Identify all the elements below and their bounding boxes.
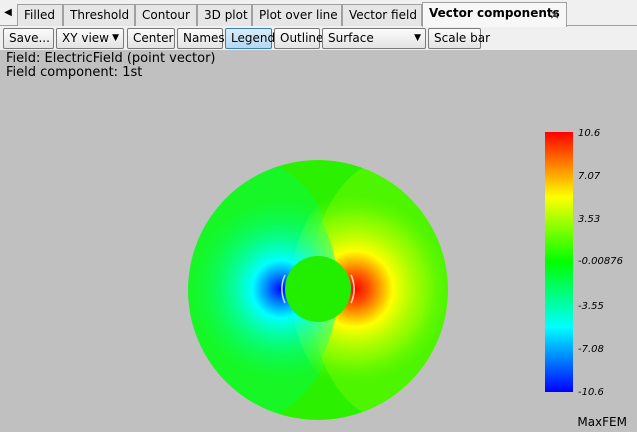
inner-disk [285, 256, 351, 322]
view-select-value: XY view [62, 31, 109, 45]
legend-tick: 3.53 [578, 214, 601, 225]
save-button[interactable]: Save... [3, 28, 54, 49]
plot-canvas[interactable]: Field: ElectricField (point vector) Fiel… [0, 50, 637, 432]
component-info: Field component: 1st [6, 65, 143, 80]
outline-button[interactable]: Outline [274, 28, 323, 49]
tab-3d-plot[interactable]: 3D plot [197, 4, 252, 26]
tab-contour[interactable]: Contour [135, 4, 197, 26]
tab-vector-components[interactable]: Vector components × [422, 2, 567, 27]
brand-label: MaxFEM [577, 415, 627, 429]
tab-plot-over-line[interactable]: Plot over line [252, 4, 342, 26]
tab-filled[interactable]: Filled [17, 4, 63, 26]
chevron-down-icon: ▼ [414, 33, 421, 43]
tab-bar: ◀ Filled Threshold Contour 3D plot Plot … [0, 0, 637, 27]
legend-tick: -10.6 [578, 387, 604, 398]
tab-vector-field[interactable]: Vector field [342, 4, 422, 26]
surface-select-value: Surface [328, 31, 374, 45]
legend-colorbar [545, 132, 573, 392]
scale-bar-button[interactable]: Scale bar [428, 28, 490, 49]
tab-threshold[interactable]: Threshold [63, 4, 135, 26]
center-button[interactable]: Center [127, 28, 175, 49]
legend-tick: 10.6 [578, 128, 601, 139]
legend-tick: -7.08 [578, 344, 604, 355]
surface-select[interactable]: Surface ▼ [322, 28, 426, 49]
legend-button[interactable]: Legend [225, 28, 275, 49]
legend-tick: 7.07 [578, 171, 601, 182]
names-button[interactable]: Names [177, 28, 225, 49]
field-info: Field: ElectricField (point vector) [6, 51, 216, 66]
field-plot [188, 132, 573, 420]
toolbar: Save... XY view ▼ Center Names Legend Ou… [0, 26, 637, 50]
tab-scroll-left-icon[interactable]: ◀ [4, 7, 12, 18]
legend-tick: -0.00876 [578, 256, 623, 267]
legend-tick: -3.55 [578, 301, 604, 312]
chevron-down-icon: ▼ [112, 33, 119, 43]
close-icon[interactable]: × [549, 8, 560, 23]
view-select[interactable]: XY view ▼ [56, 28, 124, 49]
